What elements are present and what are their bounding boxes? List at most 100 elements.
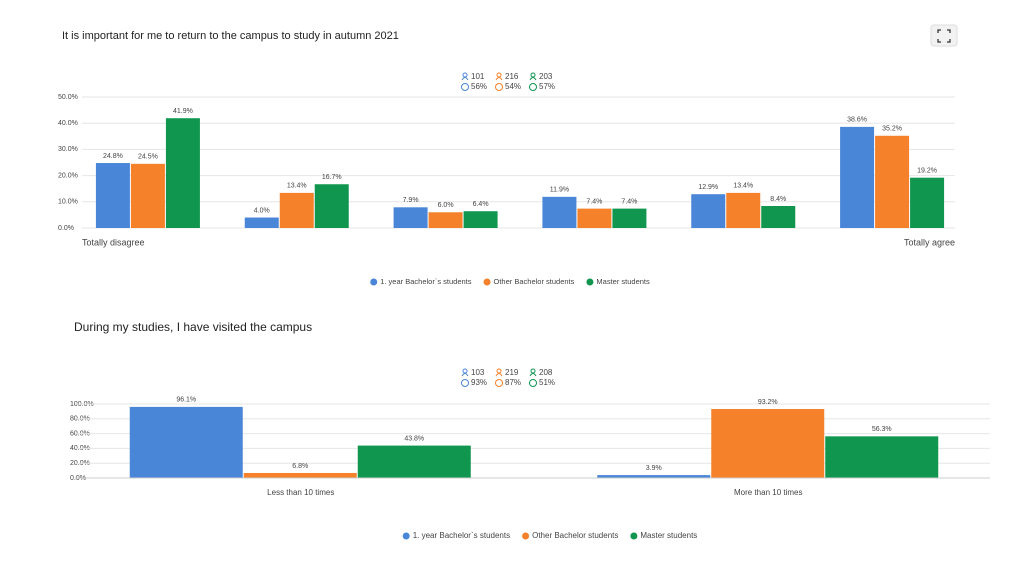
- response-rate: 87%: [505, 378, 521, 387]
- data-label: 19.2%: [917, 168, 937, 175]
- respondent-count: 219: [505, 368, 519, 377]
- bar: [691, 194, 726, 228]
- rate-icon: [495, 83, 503, 91]
- rate-icon: [495, 379, 503, 387]
- fullscreen-icon[interactable]: [937, 29, 951, 43]
- data-label: 96.1%: [176, 397, 196, 404]
- response-rate: 54%: [505, 82, 521, 91]
- x-category-label: Less than 10 times: [267, 488, 334, 497]
- data-label: 7.4%: [586, 198, 602, 205]
- bar: [130, 163, 165, 228]
- legend-marker: [586, 278, 594, 286]
- data-label: 56.3%: [872, 426, 892, 433]
- data-label: 43.8%: [404, 435, 424, 442]
- chart-title: During my studies, I have visited the ca…: [74, 320, 312, 334]
- legend-marker: [522, 532, 530, 540]
- data-label: 3.9%: [646, 465, 662, 472]
- data-label: 8.4%: [770, 196, 786, 203]
- respondent-count: 208: [539, 368, 553, 377]
- bar: [95, 163, 130, 228]
- y-tick-label: 0.0%: [58, 225, 74, 232]
- respondent-count: 101: [471, 72, 485, 81]
- legend-marker: [402, 532, 410, 540]
- rate-icon: [529, 379, 537, 387]
- legend-marker: [370, 278, 378, 286]
- response-rate: 57%: [539, 82, 555, 91]
- data-label: 4.0%: [254, 207, 270, 214]
- bar: [825, 436, 939, 478]
- data-label: 6.0%: [438, 202, 454, 209]
- respondent-icon: [461, 373, 469, 377]
- fullscreen-button[interactable]: [930, 24, 958, 47]
- y-tick-label: 20.0%: [58, 172, 78, 179]
- respondent-icon: [495, 77, 503, 81]
- bar: [357, 445, 471, 478]
- data-label: 41.9%: [173, 108, 193, 115]
- bar: [910, 177, 945, 228]
- bar: [577, 208, 612, 228]
- data-label: 11.9%: [550, 187, 569, 194]
- bar: [612, 208, 647, 228]
- y-tick-label: 50.0%: [58, 94, 78, 101]
- data-label: 7.9%: [403, 197, 419, 204]
- x-category-label: More than 10 times: [734, 488, 802, 497]
- bar: [597, 475, 711, 478]
- y-tick-label: 30.0%: [58, 146, 78, 153]
- bar: [314, 184, 349, 228]
- data-label: 12.9%: [698, 184, 718, 191]
- x-category-label: Totally disagree: [82, 237, 145, 247]
- legend-label: 1. year Bachelor`s students: [380, 277, 472, 286]
- bar: [243, 472, 357, 478]
- respondent-icon: [461, 77, 469, 81]
- legend-marker: [630, 532, 638, 540]
- legend-label: Other Bachelor students: [532, 531, 618, 540]
- data-label: 6.8%: [292, 463, 308, 470]
- legend-label: Master students: [596, 277, 650, 286]
- data-label: 38.6%: [847, 117, 867, 124]
- bar: [542, 196, 577, 228]
- respondent-icon: [529, 77, 537, 81]
- data-label: 24.8%: [103, 153, 123, 160]
- rate-icon: [529, 83, 537, 91]
- respondent-count: 103: [471, 368, 485, 377]
- response-rate: 51%: [539, 378, 555, 387]
- bar: [393, 207, 428, 228]
- legend-marker: [483, 278, 491, 286]
- x-category-label: Totally agree: [904, 237, 955, 247]
- respondent-count: 203: [539, 72, 553, 81]
- bar: [711, 409, 825, 478]
- bar: [761, 205, 796, 228]
- data-label: 7.4%: [621, 198, 637, 205]
- bar: [165, 118, 200, 228]
- chart-title: It is important for me to return to the …: [62, 30, 399, 42]
- data-label: 35.2%: [882, 126, 902, 133]
- legend-label: Other Bachelor students: [494, 277, 575, 286]
- bar: [463, 211, 498, 228]
- bar: [279, 192, 314, 228]
- response-rate: 56%: [471, 82, 487, 91]
- y-tick-label: 40.0%: [58, 120, 78, 127]
- respondent-icon: [495, 373, 503, 377]
- legend-label: Master students: [640, 531, 697, 540]
- data-label: 13.4%: [733, 183, 753, 190]
- button-frame[interactable]: [930, 24, 958, 47]
- data-label: 13.4%: [287, 183, 307, 190]
- bar: [726, 192, 761, 228]
- y-tick-label: 10.0%: [58, 199, 78, 206]
- bar: [840, 126, 875, 228]
- rate-icon: [461, 83, 469, 91]
- response-rate: 93%: [471, 378, 487, 387]
- legend-label: 1. year Bachelor`s students: [413, 531, 510, 540]
- bar: [244, 217, 279, 228]
- data-label: 6.4%: [473, 201, 489, 208]
- respondent-icon: [529, 373, 537, 377]
- data-label: 16.7%: [322, 174, 342, 181]
- bar: [129, 406, 243, 478]
- bar: [875, 135, 910, 228]
- rate-icon: [461, 379, 469, 387]
- bar: [428, 212, 463, 228]
- data-label: 24.5%: [138, 154, 158, 161]
- data-label: 93.2%: [758, 399, 778, 406]
